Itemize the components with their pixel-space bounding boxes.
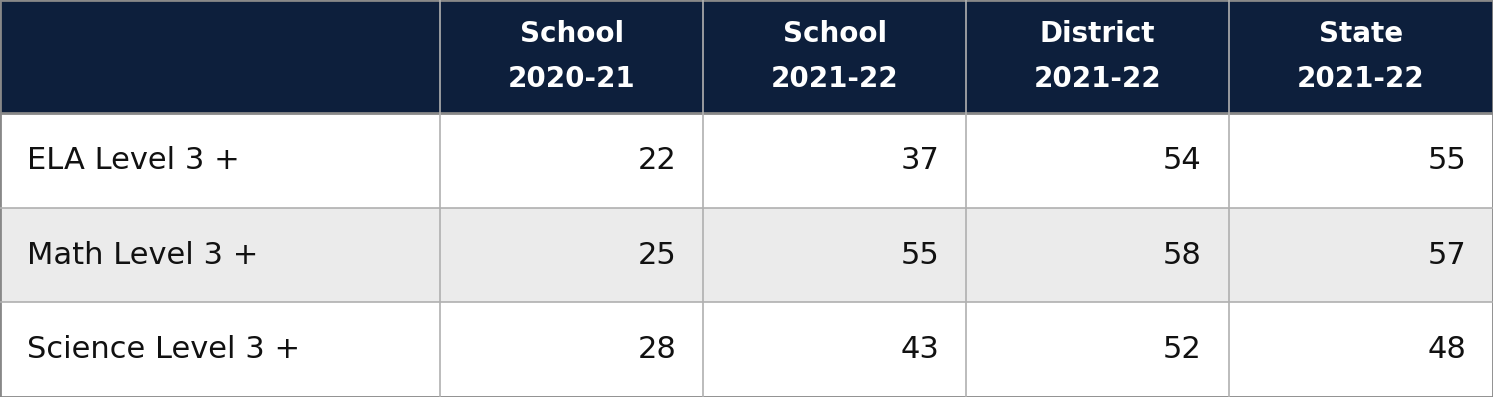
Bar — [0, 113, 440, 208]
Bar — [1229, 0, 1493, 113]
Text: 52: 52 — [1163, 335, 1202, 364]
Bar — [440, 303, 703, 397]
Bar — [966, 113, 1229, 208]
Text: 55: 55 — [1427, 146, 1466, 175]
Text: Science Level 3 +: Science Level 3 + — [27, 335, 300, 364]
Text: School
2021-22: School 2021-22 — [770, 20, 899, 93]
Bar — [966, 0, 1229, 113]
Text: 54: 54 — [1163, 146, 1202, 175]
Text: 28: 28 — [638, 335, 676, 364]
Text: Math Level 3 +: Math Level 3 + — [27, 241, 258, 270]
Text: 37: 37 — [900, 146, 939, 175]
Bar — [440, 208, 703, 303]
Text: 55: 55 — [900, 241, 939, 270]
Bar — [440, 0, 703, 113]
Text: 57: 57 — [1427, 241, 1466, 270]
Bar — [0, 303, 440, 397]
Text: School
2020-21: School 2020-21 — [508, 20, 636, 93]
Text: 25: 25 — [638, 241, 676, 270]
Bar — [703, 303, 966, 397]
Text: 58: 58 — [1163, 241, 1202, 270]
Text: State
2021-22: State 2021-22 — [1297, 20, 1424, 93]
Bar — [1229, 303, 1493, 397]
Text: 22: 22 — [638, 146, 676, 175]
Text: District
2021-22: District 2021-22 — [1033, 20, 1162, 93]
Bar — [1229, 208, 1493, 303]
Bar — [1229, 113, 1493, 208]
Text: ELA Level 3 +: ELA Level 3 + — [27, 146, 239, 175]
Bar — [703, 113, 966, 208]
Bar — [703, 0, 966, 113]
Bar — [440, 113, 703, 208]
Text: 48: 48 — [1427, 335, 1466, 364]
Bar — [0, 208, 440, 303]
Bar — [966, 303, 1229, 397]
Text: 43: 43 — [900, 335, 939, 364]
Bar — [0, 0, 440, 113]
Bar — [966, 208, 1229, 303]
Bar — [703, 208, 966, 303]
